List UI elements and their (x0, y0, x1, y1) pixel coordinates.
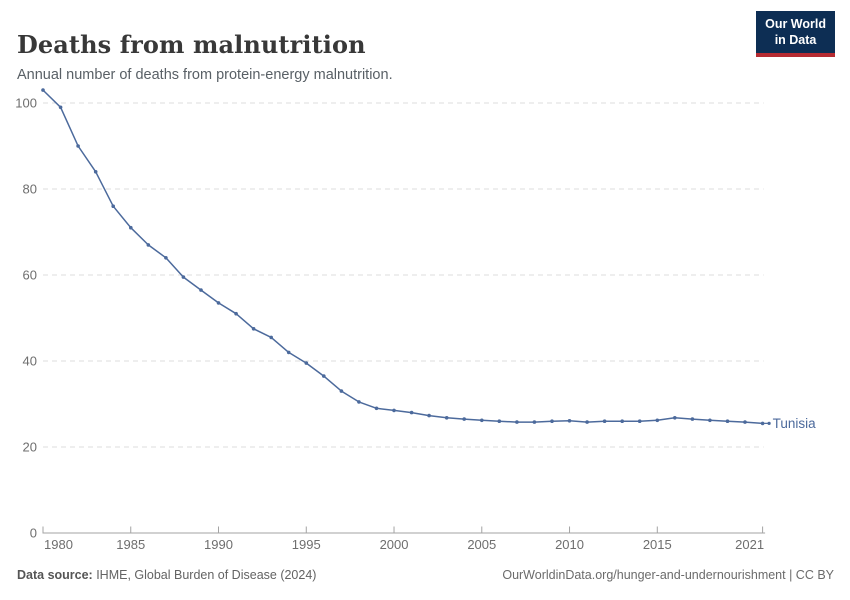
data-point[interactable] (339, 389, 344, 393)
data-point[interactable] (129, 225, 133, 230)
data-point[interactable] (409, 410, 414, 415)
owid-logo[interactable]: Our World in Data (756, 11, 835, 57)
data-point[interactable] (322, 374, 326, 378)
data-point[interactable] (725, 419, 730, 424)
y-tick-label-20: 20 (23, 440, 37, 455)
data-point[interactable] (374, 406, 379, 411)
data-point[interactable] (146, 243, 151, 247)
data-point[interactable] (532, 420, 537, 424)
owid-logo-line2: in Data (774, 33, 817, 48)
data-point[interactable] (164, 255, 168, 260)
x-tick-label-1980: 1980 (44, 537, 73, 552)
data-point[interactable] (637, 419, 642, 424)
data-point[interactable] (708, 418, 712, 423)
data-point[interactable] (269, 335, 274, 340)
data-point[interactable] (58, 105, 63, 110)
data-point[interactable] (620, 419, 624, 424)
owid-logo-line1: Our World (765, 17, 826, 31)
data-point[interactable] (392, 408, 396, 413)
x-tick-label-2010: 2010 (555, 537, 584, 552)
y-tick-label-80: 80 (23, 182, 37, 197)
data-point[interactable] (515, 420, 519, 424)
chart-footer: Data source: IHME, Global Burden of Dise… (17, 568, 834, 582)
y-tick-label-60: 60 (23, 268, 37, 283)
data-point[interactable] (234, 311, 238, 316)
series-label-tunisia[interactable]: Tunisia (773, 416, 817, 431)
data-point[interactable] (462, 417, 467, 421)
data-point[interactable] (41, 88, 45, 92)
data-point[interactable] (760, 421, 765, 426)
data-point[interactable] (602, 419, 607, 424)
data-source-label: Data source: (17, 568, 93, 582)
series-line-tunisia[interactable] (42, 89, 764, 425)
x-tick-label-2000: 2000 (380, 537, 409, 552)
data-point[interactable] (216, 301, 221, 305)
data-point[interactable] (427, 413, 431, 418)
data-point[interactable] (357, 400, 361, 404)
y-tick-label-40: 40 (23, 354, 37, 369)
x-tick-label-1995: 1995 (292, 537, 321, 552)
data-point[interactable] (673, 416, 677, 420)
footer-link[interactable]: OurWorldinData.org/hunger-and-undernouri… (502, 568, 834, 582)
data-point[interactable] (199, 288, 203, 292)
data-point[interactable] (497, 419, 502, 424)
data-source: Data source: IHME, Global Burden of Dise… (17, 568, 316, 582)
data-point[interactable] (655, 418, 660, 423)
data-point[interactable] (585, 420, 589, 424)
data-point[interactable] (743, 420, 747, 424)
data-point[interactable] (111, 204, 115, 208)
data-point[interactable] (567, 419, 572, 423)
data-point[interactable] (480, 418, 484, 423)
data-source-value: IHME, Global Burden of Disease (2024) (92, 568, 317, 582)
data-point[interactable] (690, 417, 695, 421)
data-point[interactable] (444, 416, 449, 420)
data-point[interactable] (251, 327, 256, 331)
x-tick-label-2021: 2021 (735, 537, 764, 552)
x-tick-label-2015: 2015 (643, 537, 672, 552)
data-point[interactable] (550, 419, 554, 424)
data-point[interactable] (76, 144, 80, 148)
data-point[interactable] (93, 170, 98, 174)
x-tick-label-1990: 1990 (204, 537, 233, 552)
x-tick-label-1985: 1985 (116, 537, 145, 552)
x-tick-label-2005: 2005 (467, 537, 496, 552)
page-title: Deaths from malnutrition (17, 30, 366, 60)
y-tick-label-0: 0 (30, 526, 37, 541)
data-point[interactable] (181, 275, 186, 279)
y-tick-label-100: 100 (15, 96, 37, 111)
data-point[interactable] (304, 361, 309, 365)
chart-subtitle: Annual number of deaths from protein-ene… (17, 66, 393, 83)
label-connector-dot (767, 421, 771, 425)
data-point[interactable] (286, 350, 291, 355)
